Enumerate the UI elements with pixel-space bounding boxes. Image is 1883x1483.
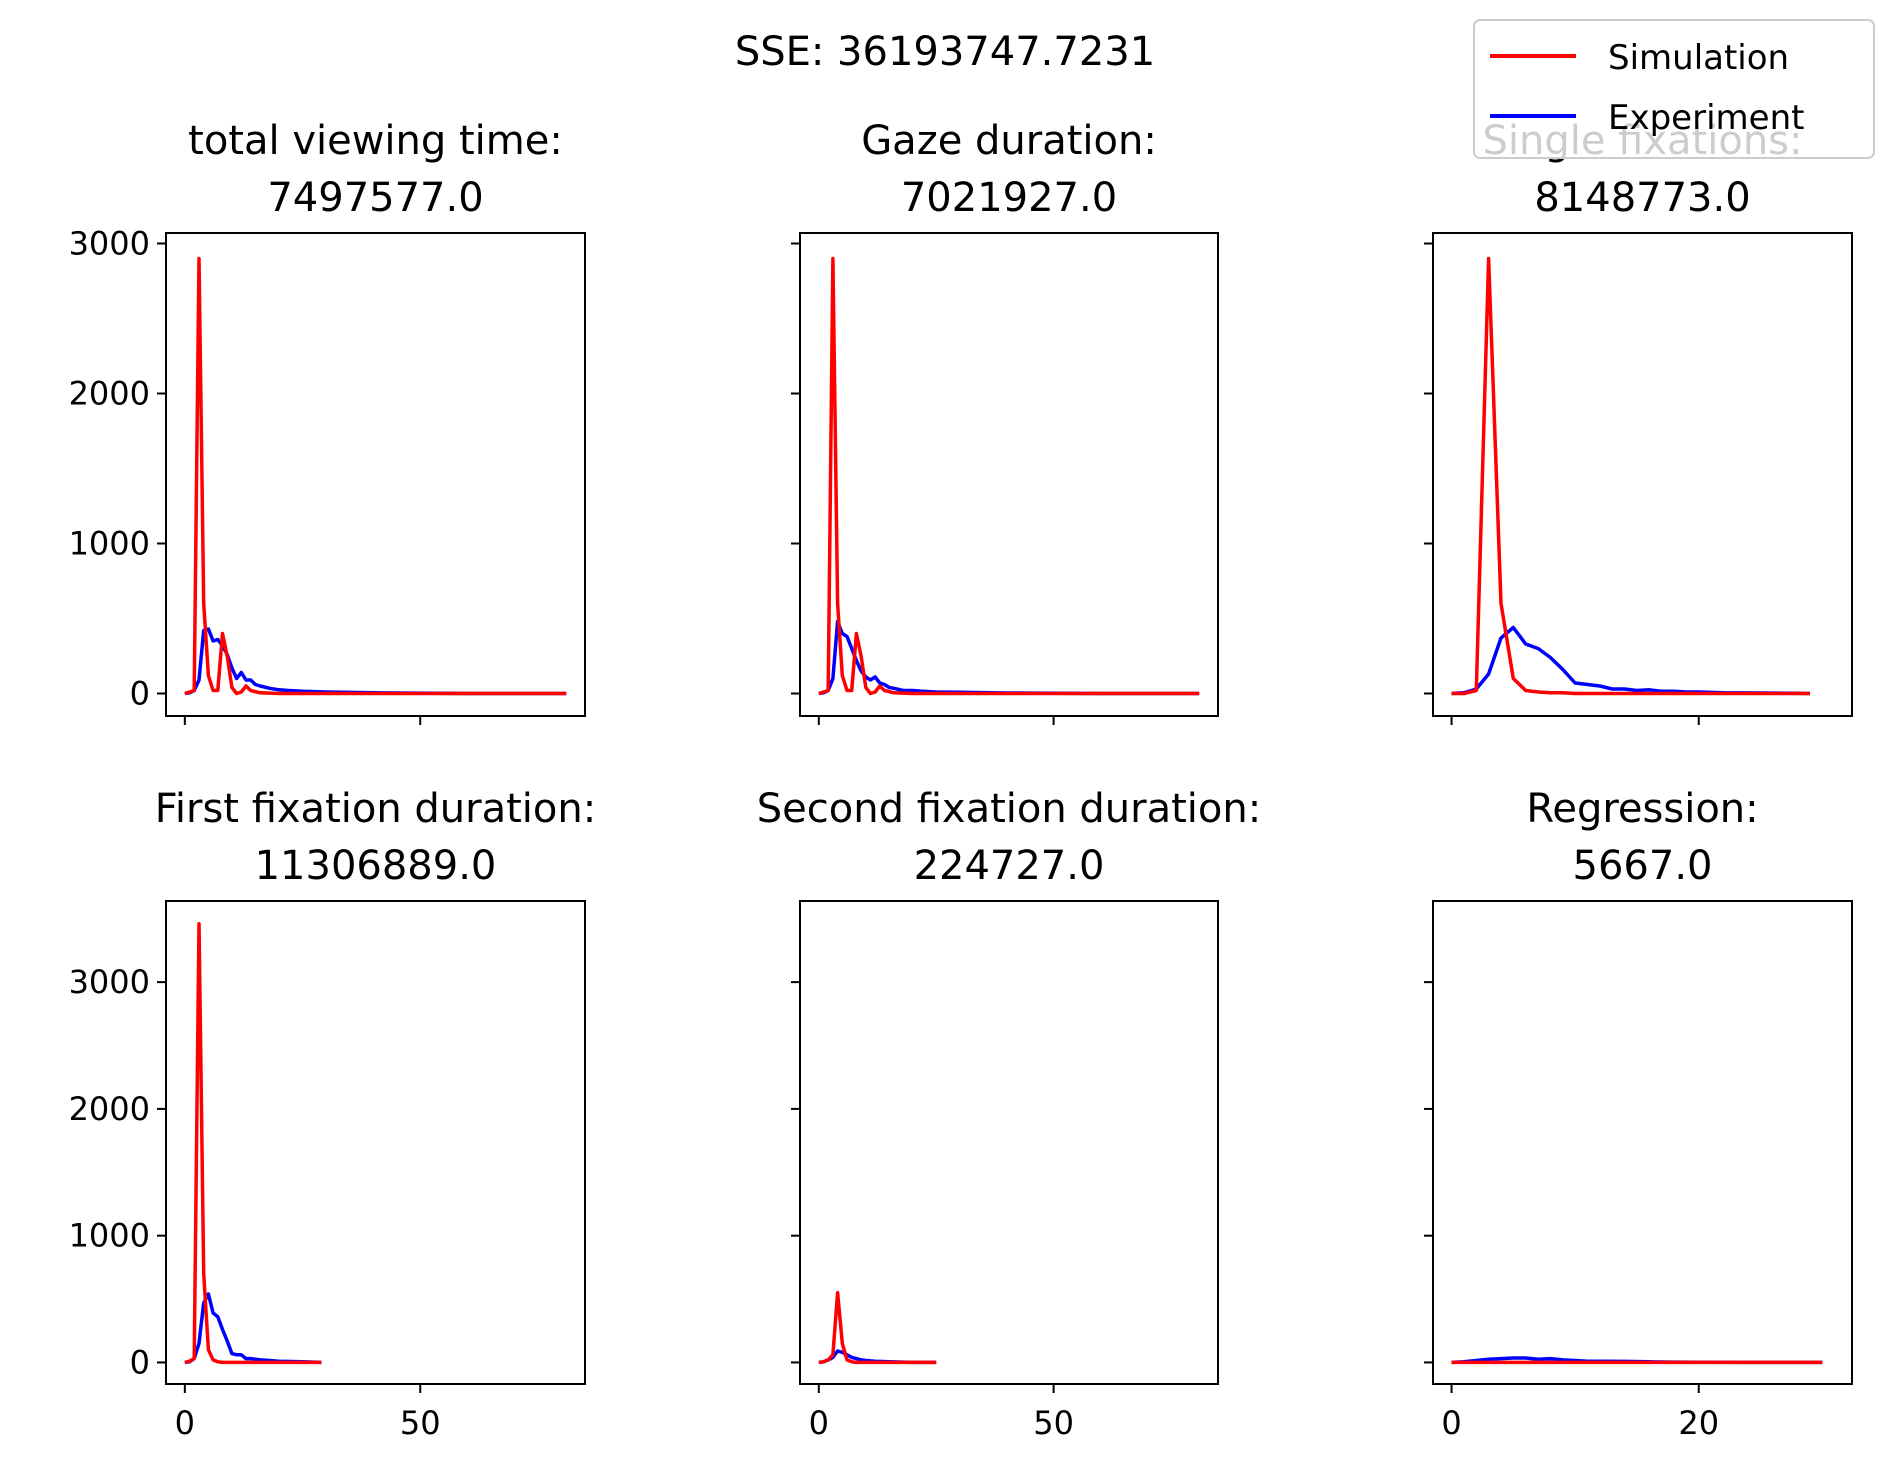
subplot-grid: total viewing time:7497577.0010002000300…	[69, 118, 1853, 1442]
subplot-title: Regression:	[1526, 786, 1758, 832]
y-tick-label: 0	[130, 1343, 150, 1381]
y-tick-label: 1000	[69, 1217, 150, 1255]
subplot-title-value: 11306889.0	[255, 843, 497, 889]
subplot-title-value: 8148773.0	[1534, 175, 1750, 221]
subplot-2: Gaze duration: 7021927.0	[791, 118, 1219, 725]
series-line-simulation	[1451, 256, 1810, 696]
subplot-title: First fixation duration:	[155, 786, 596, 832]
subplot-title: Gaze duration:	[861, 118, 1157, 164]
x-tick-label: 0	[175, 1404, 195, 1442]
axes-frame	[1432, 232, 1853, 717]
subplot-1: total viewing time: 7497577.0 0 1000 2000 300…	[69, 118, 586, 725]
subplot-5: Second fixation duration: 224727.0 0 50	[757, 786, 1261, 1442]
legend-label-simulation: Simulation	[1608, 38, 1789, 78]
figure-suptitle: SSE: 36193747.7231	[735, 29, 1155, 75]
subplot-title-value: 7021927.0	[901, 175, 1117, 221]
y-tick-label: 3000	[69, 963, 150, 1001]
axes-frame	[165, 232, 586, 717]
series-line-experiment	[184, 1292, 322, 1365]
axes-frame	[1432, 900, 1853, 1385]
x-tick-label: 50	[400, 1404, 441, 1442]
axes-frame	[799, 900, 1219, 1385]
x-tick-label: 20	[1678, 1404, 1719, 1442]
series-line-experiment	[184, 627, 567, 696]
series-line-simulation	[818, 1290, 937, 1365]
axes-frame	[799, 232, 1219, 717]
y-tick-label: 1000	[69, 525, 150, 563]
series-line-simulation	[818, 256, 1200, 696]
y-tick-label: 3000	[69, 225, 150, 263]
y-tick-label: 2000	[69, 375, 150, 413]
subplot-4: First fixation duration: 11306889.0 0 50 0 10…	[69, 786, 597, 1442]
subplot-title: total viewing time:	[188, 118, 563, 164]
x-tick-label: 50	[1033, 1404, 1074, 1442]
legend: Simulation Experiment	[1473, 19, 1875, 159]
x-tick-label: 0	[1441, 1404, 1461, 1442]
series-line-experiment	[818, 619, 1200, 696]
subplot-title-value: 5667.0	[1573, 843, 1713, 889]
series-line-simulation	[184, 256, 567, 696]
subplot-title: Second fixation duration:	[757, 786, 1261, 832]
subplot-title-value: 224727.0	[914, 843, 1105, 889]
subplot-6: Regression: 5667.0 0 20	[1424, 786, 1853, 1442]
subplot-3: Single fixations:8148773.0	[1424, 118, 1853, 725]
subplot-title-value: 7497577.0	[267, 175, 483, 221]
legend-label-experiment: Experiment	[1608, 98, 1804, 138]
axes-frame	[165, 900, 586, 1385]
y-tick-label: 0	[130, 675, 150, 713]
series-line-simulation	[184, 922, 322, 1365]
x-tick-label: 0	[809, 1404, 829, 1442]
y-tick-label: 2000	[69, 1090, 150, 1128]
